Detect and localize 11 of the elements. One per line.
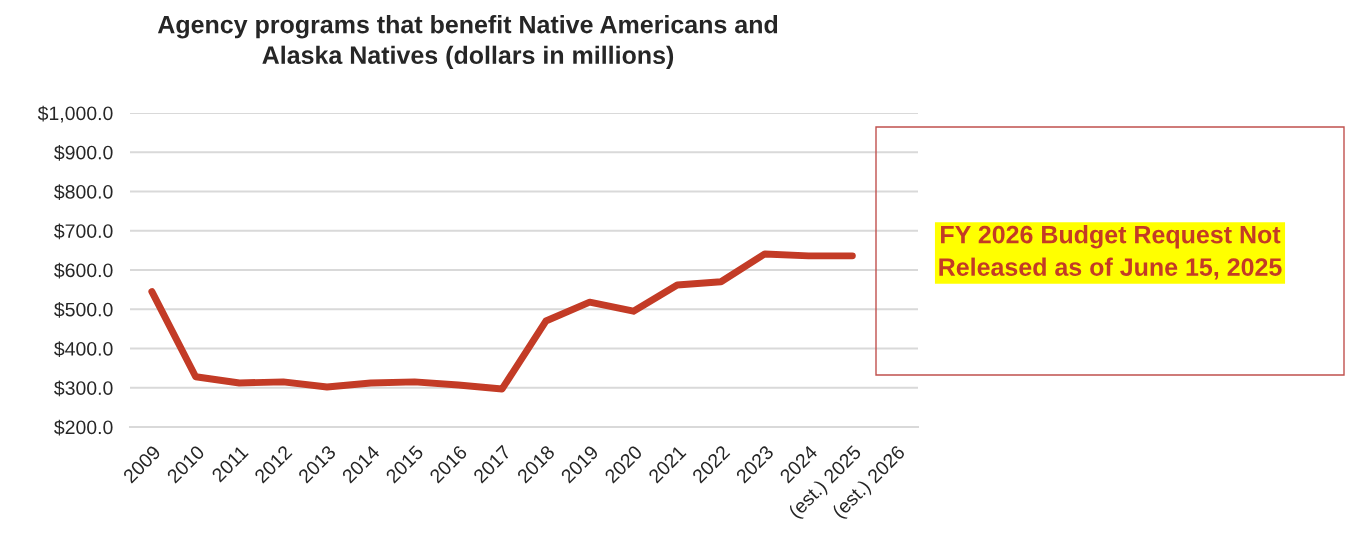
y-tick-label: $300.0 (54, 380, 113, 397)
y-tick-label: $500.0 (54, 301, 113, 318)
y-tick-label: $800.0 (54, 184, 113, 200)
text: FY 2026 Budget Request Not Released as of June 15, 2025 (939, 225, 1282, 280)
y-tick-label: $600.0 (54, 262, 113, 279)
y-tick-label: $1,000.0 (37, 105, 113, 123)
y-tick-label: $200.0 (54, 419, 113, 436)
y-tick-label: $900.0 (54, 144, 113, 161)
y-tick-label: $700.0 (54, 223, 113, 240)
chart-title: Agency programs that benefit Native Americans and Alaska Natives (dollars in millions) (157, 15, 778, 69)
y-tick-label: $400.0 (54, 341, 113, 357)
